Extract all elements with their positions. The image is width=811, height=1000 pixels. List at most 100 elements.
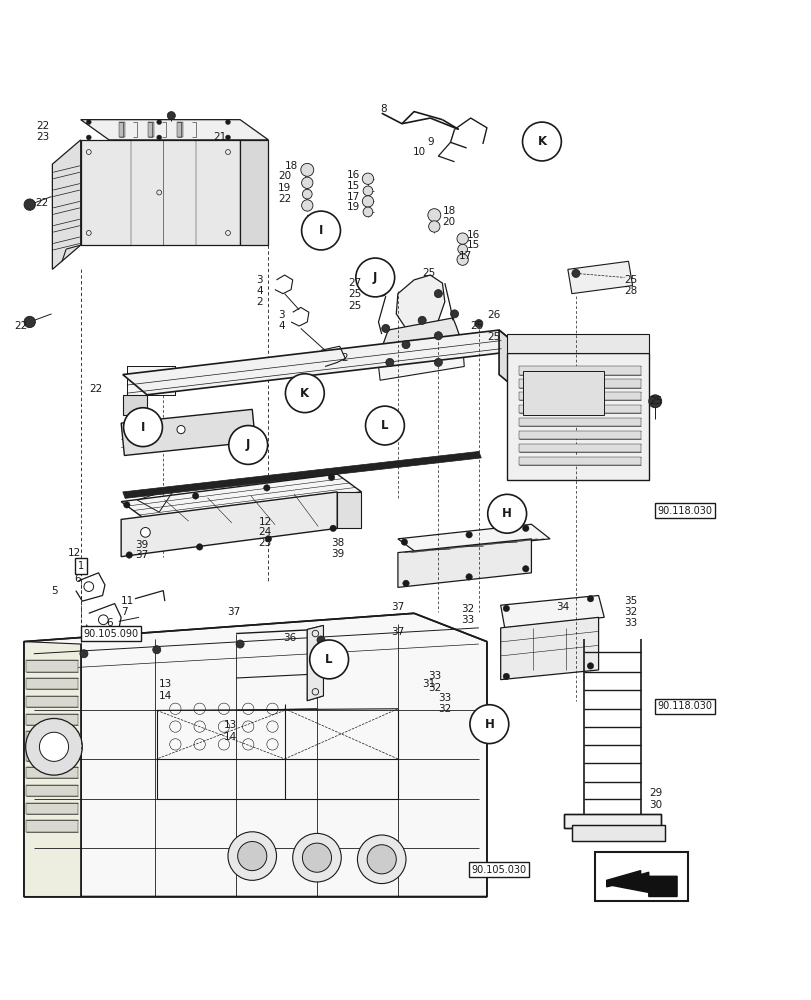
Text: K: K xyxy=(537,135,546,148)
Text: 31: 31 xyxy=(422,679,435,689)
Polygon shape xyxy=(26,731,78,743)
Polygon shape xyxy=(26,803,78,814)
Polygon shape xyxy=(26,678,78,689)
Circle shape xyxy=(401,539,407,545)
Polygon shape xyxy=(26,749,78,761)
Polygon shape xyxy=(396,275,444,332)
Circle shape xyxy=(157,135,161,140)
Text: 25: 25 xyxy=(348,301,361,311)
Circle shape xyxy=(196,544,203,550)
Circle shape xyxy=(316,636,324,644)
Polygon shape xyxy=(563,814,660,828)
Polygon shape xyxy=(26,820,78,832)
Text: 33: 33 xyxy=(427,671,440,681)
Polygon shape xyxy=(567,261,632,294)
Text: J: J xyxy=(372,271,377,284)
Text: 32: 32 xyxy=(624,607,637,617)
Polygon shape xyxy=(519,457,640,465)
Polygon shape xyxy=(307,625,323,701)
Text: 25: 25 xyxy=(422,268,435,278)
Circle shape xyxy=(385,358,393,366)
Text: 33: 33 xyxy=(461,615,474,625)
Text: 2: 2 xyxy=(341,353,347,363)
Polygon shape xyxy=(519,366,640,375)
Polygon shape xyxy=(397,539,530,587)
Circle shape xyxy=(434,332,442,340)
Text: 16: 16 xyxy=(466,230,479,240)
Text: 25: 25 xyxy=(487,332,500,342)
Polygon shape xyxy=(507,353,648,480)
Text: 90.118.030: 90.118.030 xyxy=(657,506,712,516)
Circle shape xyxy=(236,640,244,648)
Circle shape xyxy=(228,832,277,880)
Circle shape xyxy=(229,426,268,464)
Text: I: I xyxy=(319,224,323,237)
Text: 4: 4 xyxy=(255,286,263,296)
Text: 32: 32 xyxy=(427,683,440,693)
Text: 90.105.030: 90.105.030 xyxy=(471,865,526,875)
Polygon shape xyxy=(507,334,648,353)
Text: 25: 25 xyxy=(259,538,272,548)
Polygon shape xyxy=(122,330,523,395)
Text: 14: 14 xyxy=(159,691,172,701)
Circle shape xyxy=(302,843,331,872)
Polygon shape xyxy=(148,122,154,137)
Polygon shape xyxy=(121,409,255,455)
Text: 34: 34 xyxy=(555,602,569,612)
Text: 33: 33 xyxy=(624,618,637,628)
Circle shape xyxy=(457,254,468,265)
Text: 38: 38 xyxy=(331,538,345,548)
Circle shape xyxy=(265,536,272,542)
Circle shape xyxy=(264,485,270,491)
Polygon shape xyxy=(519,418,640,426)
Circle shape xyxy=(457,233,468,244)
Circle shape xyxy=(522,566,528,572)
Text: 12: 12 xyxy=(259,517,272,527)
Polygon shape xyxy=(26,714,78,725)
Circle shape xyxy=(302,189,311,199)
Text: 17: 17 xyxy=(458,251,471,261)
Polygon shape xyxy=(26,767,78,778)
Circle shape xyxy=(238,841,267,871)
Polygon shape xyxy=(121,474,361,519)
Polygon shape xyxy=(122,451,481,498)
Text: 37: 37 xyxy=(135,550,148,560)
Circle shape xyxy=(86,135,91,140)
Polygon shape xyxy=(523,371,603,415)
Circle shape xyxy=(123,502,130,508)
Text: 9: 9 xyxy=(427,137,434,147)
Text: 13: 13 xyxy=(159,679,172,689)
Text: 3: 3 xyxy=(277,310,285,320)
Polygon shape xyxy=(606,871,640,887)
Text: 37: 37 xyxy=(391,627,404,637)
Text: 19: 19 xyxy=(277,183,290,193)
Circle shape xyxy=(292,833,341,882)
Circle shape xyxy=(84,582,93,591)
Circle shape xyxy=(24,199,36,210)
Polygon shape xyxy=(519,444,640,452)
Circle shape xyxy=(24,316,36,328)
Text: 18: 18 xyxy=(284,161,297,171)
Text: 8: 8 xyxy=(380,104,386,114)
Circle shape xyxy=(225,120,230,125)
Circle shape xyxy=(98,615,108,625)
Text: 1: 1 xyxy=(78,561,84,571)
Circle shape xyxy=(487,494,526,533)
Text: 22: 22 xyxy=(35,198,49,208)
Circle shape xyxy=(167,112,175,120)
Polygon shape xyxy=(240,140,268,245)
Circle shape xyxy=(177,426,185,434)
Circle shape xyxy=(586,595,593,602)
Circle shape xyxy=(225,135,230,140)
Circle shape xyxy=(300,163,313,176)
Circle shape xyxy=(401,341,410,349)
Text: 25: 25 xyxy=(470,321,483,331)
Text: L: L xyxy=(325,653,333,666)
Text: 17: 17 xyxy=(346,192,359,202)
Circle shape xyxy=(301,200,312,211)
Bar xyxy=(594,852,687,901)
Polygon shape xyxy=(121,492,337,557)
Circle shape xyxy=(466,574,472,580)
Polygon shape xyxy=(606,872,676,897)
Polygon shape xyxy=(127,366,175,395)
